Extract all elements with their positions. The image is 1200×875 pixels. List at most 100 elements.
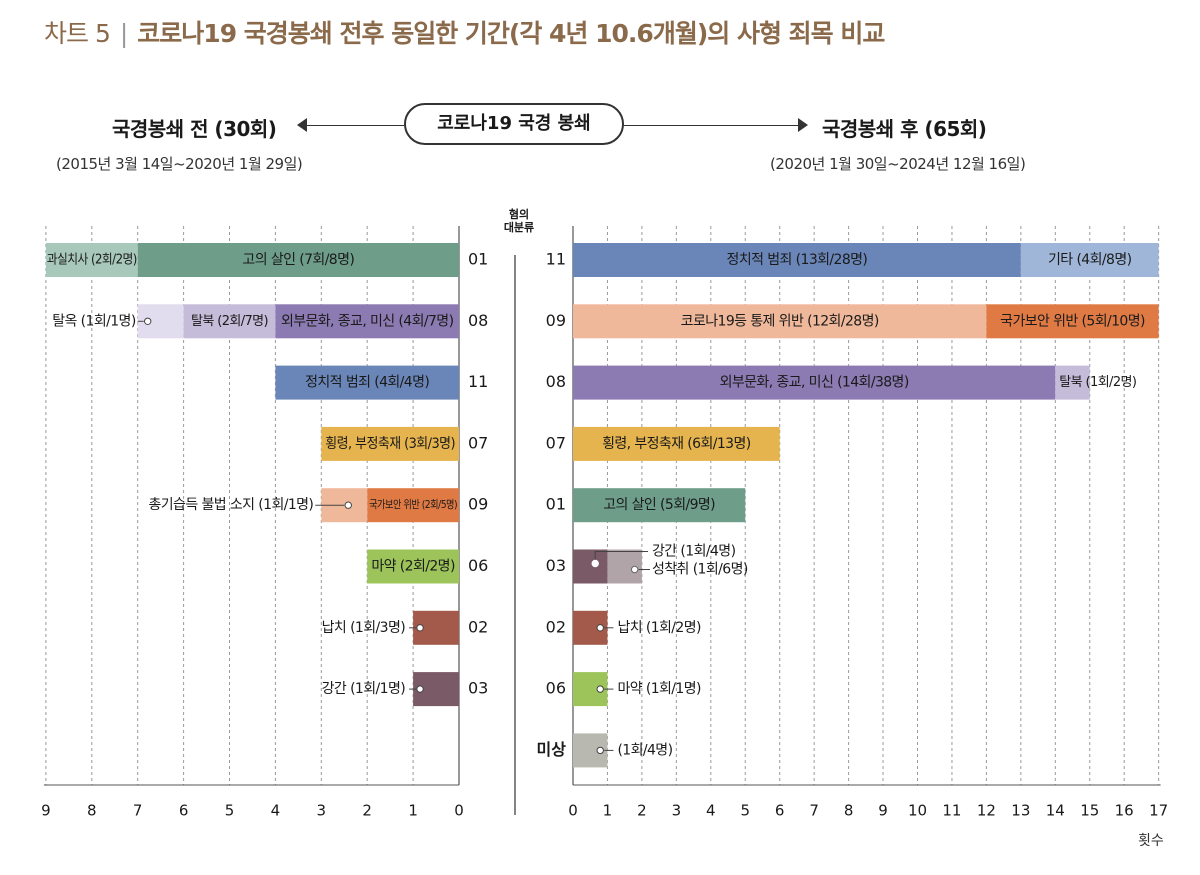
left-category-label: 01 — [468, 250, 488, 269]
right-x-tick-label: 2 — [637, 802, 647, 820]
left-bar-segment — [275, 304, 459, 339]
left-x-tick-label: 6 — [179, 802, 189, 820]
right-callout-label: 마약 (1회/1명) — [617, 681, 701, 697]
left-callout-marker — [344, 501, 352, 509]
right-bar-segment — [1020, 243, 1159, 277]
x-axis-unit-label: 횟수 — [1138, 833, 1164, 849]
right-x-tick-label: 5 — [740, 802, 750, 820]
left-x-tick-label: 4 — [271, 802, 281, 820]
left-category-label: 08 — [468, 311, 488, 330]
left-callout-label: 총기습득 불법 소지 (1회/1명) — [148, 497, 313, 513]
left-x-tick-label: 2 — [362, 802, 372, 820]
right-bar-label: 탈북 (1회/2명) — [1059, 375, 1136, 390]
left-callout-marker — [416, 685, 424, 693]
left-bar-label: 횡령, 부정축재 (3회/3명) — [325, 436, 455, 452]
right-x-tick-label: 6 — [775, 802, 785, 820]
left-callout-label: 강간 (1회/1명) — [322, 681, 406, 697]
right-callout-marker — [630, 565, 639, 574]
right-x-tick-label: 13 — [1011, 802, 1030, 820]
right-bar-label: 기타 (4회/8명) — [1048, 252, 1132, 268]
left-bar-segment — [137, 243, 459, 277]
left-category-label: 03 — [468, 679, 488, 698]
left-bar-segment — [183, 304, 276, 339]
right-bar-segment — [573, 426, 780, 461]
right-bar-segment — [573, 488, 746, 523]
right-x-tick-label: 14 — [1046, 802, 1065, 820]
right-x-tick-label: 15 — [1080, 802, 1099, 820]
right-bar-label: 횡령, 부정축재 (6회/13명) — [602, 436, 751, 452]
chart-title: 차트 5 | 코로나19 국경봉쇄 전후 동일한 기간(각 4년 10.6개월)의 … — [44, 14, 885, 50]
left-callout-label: 탈옥 (1회/1명) — [52, 313, 136, 329]
right-category-label: 02 — [546, 617, 566, 636]
left-category-label: 09 — [468, 495, 488, 514]
right-x-tick-label: 7 — [809, 802, 819, 820]
right-x-tick-label: 8 — [844, 802, 854, 820]
right-x-tick-label: 3 — [672, 802, 682, 820]
right-bar-label: 외부문화, 종교, 미신 (14회/38명) — [720, 375, 909, 391]
left-bar-segment — [275, 365, 459, 400]
left-x-tick-label: 1 — [408, 802, 418, 820]
right-bar-segment — [573, 365, 1056, 400]
right-category-label: 03 — [546, 556, 566, 575]
chart-title-text: 코로나19 국경봉쇄 전후 동일한 기간(각 4년 10.6개월)의 사형 죄목… — [137, 19, 885, 48]
right-x-tick-label: 11 — [942, 802, 961, 820]
left-x-tick-label: 0 — [454, 802, 464, 820]
left-bar-label: 국가보안 위반 (2회/5명) — [369, 498, 457, 511]
right-category-label: 11 — [546, 250, 566, 269]
right-panel-title: 국경봉쇄 후 (65회) — [822, 117, 987, 141]
center-label-pill: 코로나19 국경 봉쇄 — [404, 103, 624, 145]
right-bar-label: 코로나19등 통제 위반 (12회/28명) — [681, 313, 879, 329]
left-category-label: 11 — [468, 372, 488, 391]
right-bar-label: 고의 살인 (5회/9명) — [603, 497, 715, 513]
right-bar-segment — [986, 304, 1159, 339]
left-panel-title: 국경봉쇄 전 (30회) — [112, 117, 277, 141]
right-x-tick-label: 4 — [706, 802, 716, 820]
right-callout-label: 강간 (1회/4명) — [652, 544, 736, 560]
right-x-tick-label: 12 — [977, 802, 996, 820]
right-x-tick-label: 17 — [1149, 802, 1168, 820]
right-x-tick-label: 0 — [568, 802, 578, 820]
right-callout-label: 성착취 (1회/6명) — [652, 562, 748, 578]
left-bar-label: 과실치사 (2회/2명) — [47, 253, 137, 268]
right-arrow-icon — [798, 118, 808, 132]
category-axis-header-line1: 혐의 — [508, 208, 530, 221]
right-x-tick-label: 16 — [1115, 802, 1134, 820]
left-panel-period: (2015년 3월 14일~2020년 1월 29일) — [56, 155, 303, 173]
left-x-tick-label: 5 — [225, 802, 235, 820]
left-bar-segment — [367, 488, 459, 523]
left-bar-label: 정치적 범죄 (4회/4명) — [305, 375, 429, 391]
left-x-tick-label: 7 — [133, 802, 143, 820]
right-x-tick-label: 1 — [603, 802, 613, 820]
right-category-label: 06 — [546, 679, 566, 698]
left-category-label: 06 — [468, 556, 488, 575]
left-x-tick-label: 8 — [87, 802, 97, 820]
right-panel-period: (2020년 1월 30일~2024년 12월 16일) — [770, 155, 1026, 173]
left-category-label: 07 — [468, 433, 488, 452]
left-bar-segment — [45, 243, 138, 277]
right-x-tick-label: 10 — [908, 802, 927, 820]
right-bar-segment — [573, 549, 608, 584]
right-category-label: 미상 — [537, 740, 567, 759]
left-bar-label: 마약 (2회/2명) — [371, 559, 455, 575]
right-callout-label: 납치 (1회/2명) — [617, 620, 701, 636]
right-bar-segment — [573, 304, 987, 339]
left-bar-segment — [321, 426, 459, 461]
right-bar-segment — [1055, 365, 1090, 400]
left-callout-marker — [144, 317, 152, 325]
title-separator: | — [119, 19, 129, 48]
right-callout-marker — [591, 559, 599, 568]
right-callout-label: (1회/4명) — [617, 742, 672, 758]
right-bar-label: 정치적 범죄 (13회/28명) — [727, 252, 868, 268]
right-callout-line — [594, 551, 648, 560]
category-axis-header: 혐의 대분류 — [499, 208, 539, 234]
left-arrow-icon — [297, 118, 307, 132]
right-callout-marker — [596, 746, 604, 755]
right-bar-label: 국가보안 위반 (5회/10명) — [1000, 313, 1145, 329]
right-callout-marker — [596, 624, 604, 632]
left-callout-label: 납치 (1회/3명) — [322, 620, 406, 636]
left-bar-label: 탈북 (2회/7명) — [191, 314, 268, 329]
left-arrow-line — [306, 125, 404, 126]
right-category-label: 01 — [546, 495, 566, 514]
left-category-label: 02 — [468, 617, 488, 636]
